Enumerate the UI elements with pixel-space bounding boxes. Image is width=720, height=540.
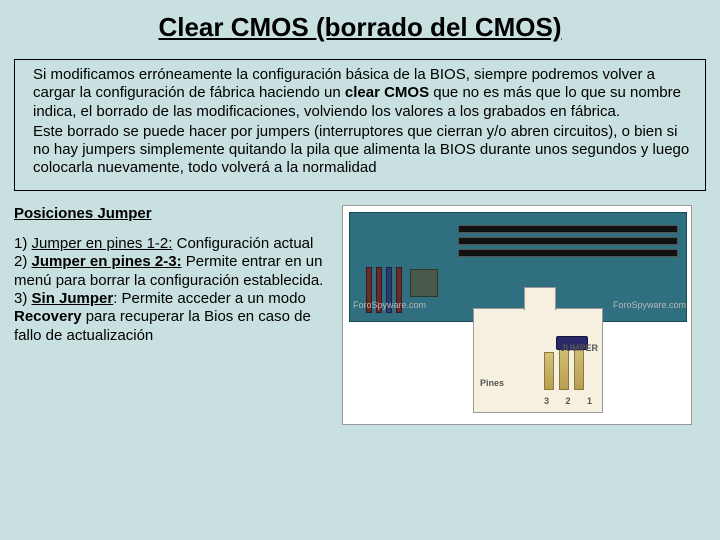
watermark: ForoSpyware.com [353,300,426,310]
p1-bold: clear CMOS [345,84,429,101]
dimm-slot-icon [458,225,678,233]
jumper-positions: Posiciones Jumper 1) Jumper en pines 1-2… [14,205,334,425]
item2-label: Jumper en pines 2-3: [32,253,182,270]
jumper-label: JUMPER [560,343,598,353]
chip-icon [410,269,438,297]
subheading: Posiciones Jumper [14,205,334,223]
watermark: ForoSpyware.com [613,300,686,310]
item-2: 2) Jumper en pines 2-3: Permite entrar e… [14,253,334,290]
pin-icon [544,352,554,390]
item3-num: 3) [14,290,32,307]
item3-label: Sin Jumper [32,290,114,307]
dimm-slot-icon [458,237,678,245]
dimm-slot-icon [458,249,678,257]
pin-numbers-label: 3 2 1 [544,396,599,406]
motherboard-illustration: ForoSpyware.com ForoSpyware.com JUMPER P… [342,205,692,425]
item-1: 1) Jumper en pines 1-2: Configuración ac… [14,235,334,253]
bottom-section: Posiciones Jumper 1) Jumper en pines 1-2… [0,205,720,425]
item1-text: Configuración actual [172,235,313,252]
pines-label: Pines [480,378,504,388]
item3-mid: : Permite acceder a un modo [113,290,306,307]
jumper-detail-icon: JUMPER Pines 3 2 1 [473,308,603,413]
illustration-column: ForoSpyware.com ForoSpyware.com JUMPER P… [342,205,706,425]
paragraph-2: Este borrado se puede hacer por jumpers … [33,123,695,178]
intro-box: Si modificamos erróneamente la configura… [14,59,706,191]
item1-num: 1) [14,235,32,252]
item2-num: 2) [14,253,32,270]
page-title: Clear CMOS (borrado del CMOS) [0,0,720,53]
paragraph-1: Si modificamos erróneamente la configura… [33,66,695,121]
item1-label: Jumper en pines 1-2: [32,235,173,252]
item-3: 3) Sin Jumper: Permite acceder a un modo… [14,290,334,345]
item3-bold: Recovery [14,308,82,325]
